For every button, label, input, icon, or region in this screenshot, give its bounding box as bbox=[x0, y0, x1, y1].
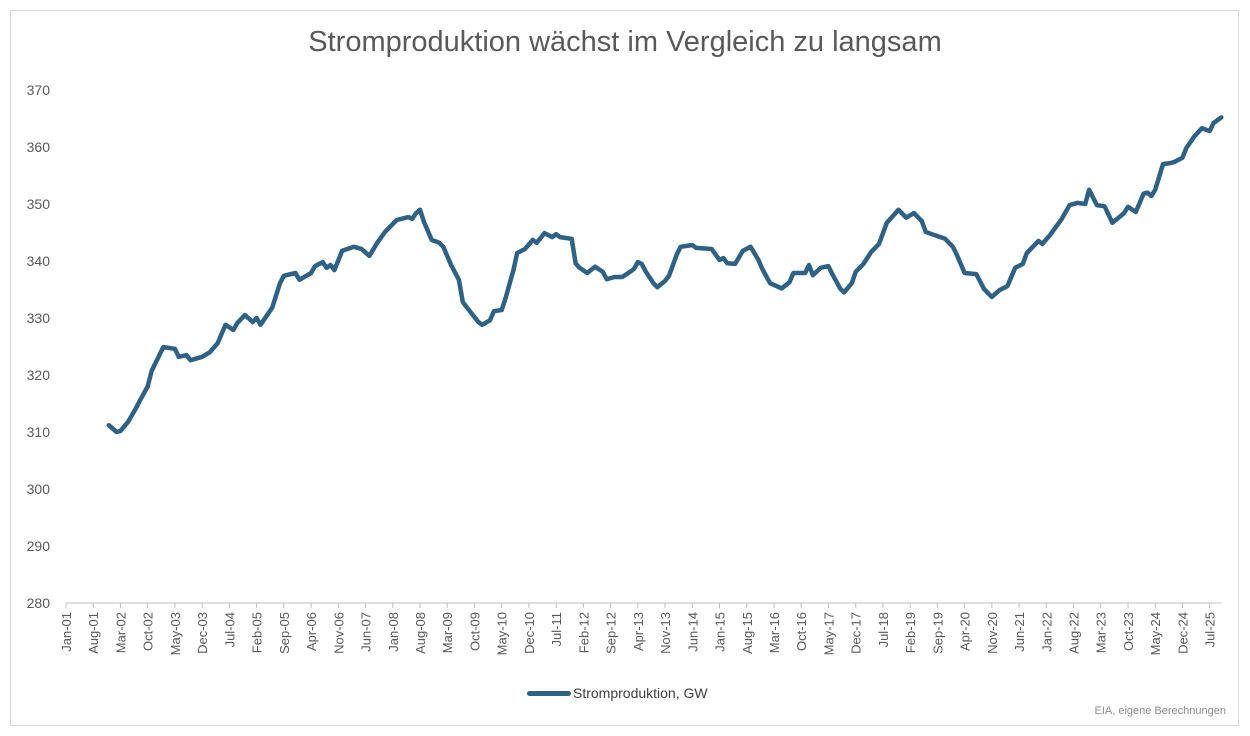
x-tick-label: Mar-23 bbox=[1094, 612, 1109, 653]
x-tick-label: Aug-22 bbox=[1067, 612, 1082, 654]
x-tick-label: Feb-05 bbox=[250, 612, 265, 653]
y-tick-label: 280 bbox=[27, 595, 51, 611]
x-tick-label: Mar-02 bbox=[113, 612, 128, 653]
x-tick-label: Jan-01 bbox=[59, 612, 74, 652]
series-line bbox=[106, 115, 1224, 435]
y-tick-label: 360 bbox=[27, 139, 51, 155]
x-tick-label: Jun-21 bbox=[1012, 612, 1027, 652]
y-tick-label: 350 bbox=[27, 196, 51, 212]
legend: Stromproduktion, GW bbox=[527, 685, 708, 701]
x-tick-label: Nov-06 bbox=[331, 612, 346, 654]
x-tick-label: May-24 bbox=[1148, 612, 1163, 655]
x-tick-label: Dec-03 bbox=[195, 612, 210, 654]
x-tick-label: Aug-01 bbox=[86, 612, 101, 654]
x-tick-label: Jan-22 bbox=[1039, 612, 1054, 652]
x-tick-label: Sep-19 bbox=[930, 612, 945, 654]
x-tick-label: May-17 bbox=[821, 612, 836, 655]
x-tick-label: Mar-09 bbox=[440, 612, 455, 653]
x-tick-label: Mar-16 bbox=[767, 612, 782, 653]
x-tick-label: Sep-12 bbox=[604, 612, 619, 654]
y-tick-label: 310 bbox=[27, 424, 51, 440]
y-tick-label: 290 bbox=[27, 538, 51, 554]
x-tick-label: Aug-08 bbox=[413, 612, 428, 654]
x-tick-label: Oct-23 bbox=[1121, 612, 1136, 651]
legend-label: Stromproduktion, GW bbox=[573, 685, 708, 701]
y-tick-label: 330 bbox=[27, 310, 51, 326]
x-tick-label: Feb-19 bbox=[903, 612, 918, 653]
source-note: EIA, eigene Berechnungen bbox=[1094, 705, 1227, 717]
x-tick-label: May-03 bbox=[168, 612, 183, 655]
x-tick-label: Oct-02 bbox=[141, 612, 156, 651]
x-tick-label: Jul-04 bbox=[222, 612, 237, 647]
x-tick-label: Dec-24 bbox=[1175, 612, 1190, 654]
x-tick-label: Jun-07 bbox=[359, 612, 374, 652]
y-tick-label: 340 bbox=[27, 253, 51, 269]
x-tick-label: May-10 bbox=[495, 612, 510, 655]
x-tick-label: Jan-08 bbox=[386, 612, 401, 652]
x-tick-label: Nov-20 bbox=[985, 612, 1000, 654]
x-tick-label: Jul-11 bbox=[549, 612, 564, 646]
x-tick-label: Apr-20 bbox=[958, 612, 973, 651]
x-tick-label: Jan-15 bbox=[713, 612, 728, 652]
y-tick-label: 370 bbox=[27, 82, 51, 98]
x-tick-label: Oct-16 bbox=[794, 612, 809, 651]
x-tick-label: Dec-10 bbox=[522, 612, 537, 654]
y-tick-label: 320 bbox=[27, 367, 51, 383]
x-tick-label: Jun-14 bbox=[685, 612, 700, 652]
x-tick-label: Apr-13 bbox=[631, 612, 646, 651]
x-tick-label: Dec-17 bbox=[849, 612, 864, 654]
x-tick-label: Apr-06 bbox=[304, 612, 319, 651]
y-tick-label: 300 bbox=[27, 481, 51, 497]
chart-title: Stromproduktion wächst im Vergleich zu l… bbox=[308, 26, 942, 58]
x-tick-label: Nov-13 bbox=[658, 612, 673, 654]
x-tick-label: Jul-25 bbox=[1203, 612, 1218, 647]
x-tick-label: Aug-15 bbox=[740, 612, 755, 654]
x-tick-label: Oct-09 bbox=[467, 612, 482, 651]
legend-swatch bbox=[527, 690, 571, 696]
x-tick-label: Jul-18 bbox=[876, 612, 891, 647]
x-tick-label: Sep-05 bbox=[277, 612, 292, 654]
x-tick-label: Feb-12 bbox=[576, 612, 591, 653]
chart-frame bbox=[10, 10, 1239, 726]
